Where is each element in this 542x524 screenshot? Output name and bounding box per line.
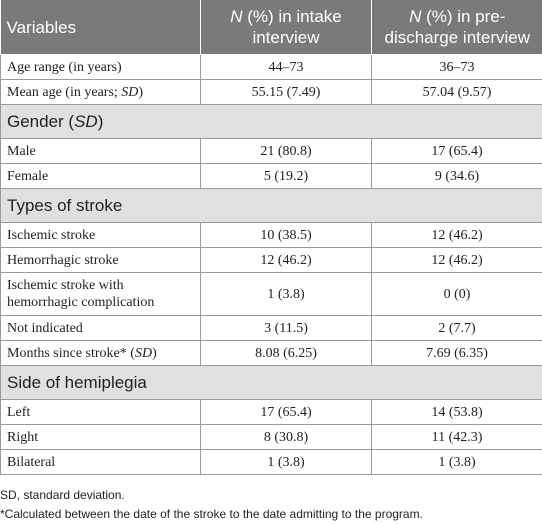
discharge-value: 1 (3.8) [371, 449, 542, 475]
discharge-value: 12 (46.2) [371, 247, 542, 273]
table-row-right: Right 8 (30.8) 11 (42.3) [0, 424, 542, 450]
section-label-end: ) [97, 112, 104, 131]
intake-value: 3 (11.5) [200, 315, 372, 341]
table-row-months-since-stroke: Months since stroke* (SD) 8.08 (6.25) 7.… [0, 340, 542, 366]
section-label: Gender (SD) [0, 104, 542, 139]
intake-value: 10 (38.5) [200, 222, 372, 248]
intake-value: 17 (65.4) [200, 399, 372, 425]
table-body: Age range (in years) 44–73 36–73 Mean ag… [0, 54, 542, 475]
discharge-value: 0 (0) [371, 272, 542, 316]
intake-value: 12 (46.2) [200, 247, 372, 273]
discharge-value: 2 (7.7) [371, 315, 542, 341]
row-label: Left [0, 399, 201, 425]
row-label-main: Months since stroke* ( [7, 345, 135, 361]
row-label: Months since stroke* (SD) [0, 340, 201, 366]
section-label-sd: SD [74, 112, 98, 131]
header-discharge: N (%) in pre-discharge interview [371, 0, 542, 55]
footnote-sd: SD, standard deviation. [0, 488, 125, 502]
row-label: Hemorrhagic stroke [0, 247, 201, 273]
header-intake: N (%) in intake interview [200, 0, 372, 55]
table-row-ischemic-complication: Ischemic stroke with hemorrhagic complic… [0, 272, 542, 316]
discharge-value: 57.04 (9.57) [371, 79, 542, 105]
section-label-main: Gender ( [7, 112, 75, 131]
intake-value: 8 (30.8) [200, 424, 372, 450]
intake-value: 44–73 [200, 54, 372, 80]
table-row-ischemic: Ischemic stroke 10 (38.5) 12 (46.2) [0, 222, 542, 248]
table-row-hemorrhagic: Hemorrhagic stroke 12 (46.2) 12 (46.2) [0, 247, 542, 273]
discharge-value: 17 (65.4) [371, 138, 542, 164]
section-row-hemiplegia: Side of hemiplegia [0, 365, 542, 400]
header-discharge-text: (%) in pre-discharge interview [384, 7, 530, 47]
section-label: Types of stroke [0, 188, 542, 223]
table-row-male: Male 21 (80.8) 17 (65.4) [0, 138, 542, 164]
row-label: Mean age (in years; SD) [0, 79, 201, 105]
intake-value: 21 (80.8) [200, 138, 372, 164]
row-label: Female [0, 163, 201, 189]
header-intake-text: (%) in intake interview [242, 7, 342, 47]
row-label: Age range (in years) [0, 54, 201, 80]
table-row-left: Left 17 (65.4) 14 (53.8) [0, 399, 542, 425]
intake-value: 8.08 (6.25) [200, 340, 372, 366]
section-row-stroke-types: Types of stroke [0, 188, 542, 223]
discharge-value: 12 (46.2) [371, 222, 542, 248]
row-label: Bilateral [0, 449, 201, 475]
intake-value: 1 (3.8) [200, 449, 372, 475]
header-row: Variables N (%) in intake interview N (%… [0, 0, 542, 55]
table-row-bilateral: Bilateral 1 (3.8) 1 (3.8) [0, 449, 542, 475]
discharge-value: 14 (53.8) [371, 399, 542, 425]
intake-value: 1 (3.8) [200, 272, 372, 316]
row-label-sd: SD [121, 84, 139, 100]
row-label: Male [0, 138, 201, 164]
row-label: Not indicated [0, 315, 201, 341]
section-row-gender: Gender (SD) [0, 104, 542, 139]
discharge-value: 11 (42.3) [371, 424, 542, 450]
table-row-age-range: Age range (in years) 44–73 36–73 [0, 54, 542, 80]
discharge-value: 9 (34.6) [371, 163, 542, 189]
row-label: Right [0, 424, 201, 450]
discharge-value: 7.69 (6.35) [371, 340, 542, 366]
header-discharge-n: N [409, 7, 422, 26]
intake-value: 55.15 (7.49) [200, 79, 372, 105]
header-intake-n: N [230, 7, 243, 26]
row-label-sd: SD [134, 345, 153, 361]
table-header: Variables N (%) in intake interview N (%… [0, 0, 542, 55]
table-footnotes: SD, standard deviation. *Calculated betw… [0, 486, 542, 524]
row-label: Ischemic stroke with hemorrhagic complic… [0, 272, 201, 316]
header-variables: Variables [0, 0, 201, 55]
row-label-end: ) [152, 345, 157, 361]
discharge-value: 36–73 [371, 54, 542, 80]
footnote-asterisk: *Calculated between the date of the stro… [0, 507, 423, 521]
section-label: Side of hemiplegia [0, 365, 542, 400]
demographics-table: Variables N (%) in intake interview N (%… [0, 0, 542, 475]
table-row-mean-age: Mean age (in years; SD) 55.15 (7.49) 57.… [0, 79, 542, 105]
table-row-female: Female 5 (19.2) 9 (34.6) [0, 163, 542, 189]
row-label-main: Mean age (in years; [7, 84, 122, 100]
row-label: Ischemic stroke [0, 222, 201, 248]
row-label-end: ) [138, 84, 144, 100]
table-row-not-indicated: Not indicated 3 (11.5) 2 (7.7) [0, 315, 542, 341]
intake-value: 5 (19.2) [200, 163, 372, 189]
